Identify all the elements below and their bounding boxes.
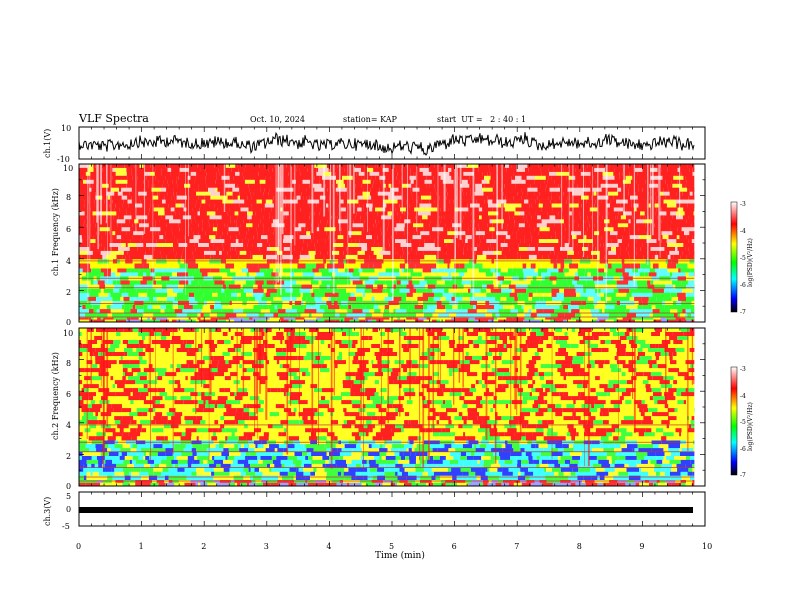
start-time-label: start UT = 2 : 40 : 1 xyxy=(437,115,527,124)
x-tick-10: 10 xyxy=(702,542,712,551)
ch2-freq-tick-10: 10 xyxy=(63,329,73,338)
ch2-spectrogram-image xyxy=(79,328,705,487)
ch3-waveform-line xyxy=(79,507,693,513)
ch2-freq-tick-2: 2 xyxy=(66,452,71,461)
ch1-ylabel: ch.1(V) xyxy=(43,129,52,158)
x-tick-3: 3 xyxy=(264,542,269,551)
x-tick-2: 2 xyxy=(201,542,206,551)
x-tick-8: 8 xyxy=(577,542,582,551)
x-tick-5: 5 xyxy=(389,542,394,551)
cb2-tick-m3: -3 xyxy=(740,366,746,373)
ch3-ylabel: ch.3(V) xyxy=(43,497,52,526)
ch2-freq-tick-0: 0 xyxy=(66,482,71,491)
x-tick-9: 9 xyxy=(639,542,644,551)
ch1-freq-tick-4: 4 xyxy=(66,257,71,266)
cb1-tick-m3: -3 xyxy=(740,201,746,208)
ch1-freq-tick-6: 6 xyxy=(66,225,71,234)
cb1-tick-m4: -4 xyxy=(740,228,746,235)
cb1-tick-m5: -5 xyxy=(740,255,746,262)
ch2-colorbar: -3 -4 -5 -6 -7 log(PSD)(V²/Hz) xyxy=(730,366,754,479)
ch3-ytick-m5: -5 xyxy=(62,522,70,531)
ch1-waveform-panel: 10 -10 ch.1(V) xyxy=(43,124,706,164)
ch1-ytick-top: 10 xyxy=(61,124,71,133)
ch2-freq-tick-6: 6 xyxy=(66,390,71,399)
cb1-tick-m6: -6 xyxy=(740,282,746,289)
ch3-ytick-5: 5 xyxy=(66,492,71,501)
cb2-tick-m7: -7 xyxy=(740,472,746,479)
x-tick-1: 1 xyxy=(139,542,144,551)
ch2-spectrogram-panel: 10 8 6 4 2 0 ch.2 Frequency (kHz) xyxy=(51,327,706,491)
ch3-waveform-panel: 5 0 -5 ch.3(V) xyxy=(43,491,706,531)
ch1-freq-tick-2: 2 xyxy=(66,288,71,297)
date-label: Oct. 10, 2024 xyxy=(250,115,305,124)
ch2-freq-ylabel: ch.2 Frequency (kHz) xyxy=(51,352,60,440)
ch2-freq-tick-4: 4 xyxy=(66,421,71,430)
x-tick-6: 6 xyxy=(452,542,457,551)
ch1-freq-tick-8: 8 xyxy=(66,193,71,202)
axis-ticks xyxy=(78,127,706,526)
ch2-freq-tick-8: 8 xyxy=(66,359,71,368)
ch1-freq-tick-10: 10 xyxy=(63,164,73,173)
ch1-ytick-bottom: -10 xyxy=(57,155,70,164)
station-label: station= KAP xyxy=(343,115,397,124)
cb2-label: log(PSD)(V²/Hz) xyxy=(747,402,754,451)
ch1-freq-tick-0: 0 xyxy=(66,318,71,327)
x-tick-7: 7 xyxy=(514,542,519,551)
ch3-ytick-0: 0 xyxy=(66,505,71,514)
ch1-waveform-line xyxy=(78,131,695,156)
ch1-colorbar: -3 -4 -5 -6 -7 log(PSD)(V²/Hz) xyxy=(730,201,754,316)
x-axis-tick-labels: 0 1 2 3 4 5 6 7 8 9 10 xyxy=(76,542,712,551)
cb2-tick-m6: -6 xyxy=(740,446,746,453)
x-tick-4: 4 xyxy=(326,542,331,551)
x-axis-label: Time (min) xyxy=(375,550,425,561)
cb1-tick-m7: -7 xyxy=(740,309,746,316)
ch1-spectrogram-image xyxy=(79,164,705,323)
cb2-tick-m5: -5 xyxy=(740,419,746,426)
ch1-freq-ylabel: ch.1 Frequency (kHz) xyxy=(51,188,60,276)
cb2-tick-m4: -4 xyxy=(740,393,746,400)
figure-title: VLF Spectra xyxy=(79,112,149,125)
ch1-spectrogram-panel: 10 8 6 4 2 0 ch.1 Frequency (kHz) xyxy=(51,163,706,327)
cb1-label: log(PSD)(V²/Hz) xyxy=(747,238,754,287)
x-tick-0: 0 xyxy=(76,542,81,551)
